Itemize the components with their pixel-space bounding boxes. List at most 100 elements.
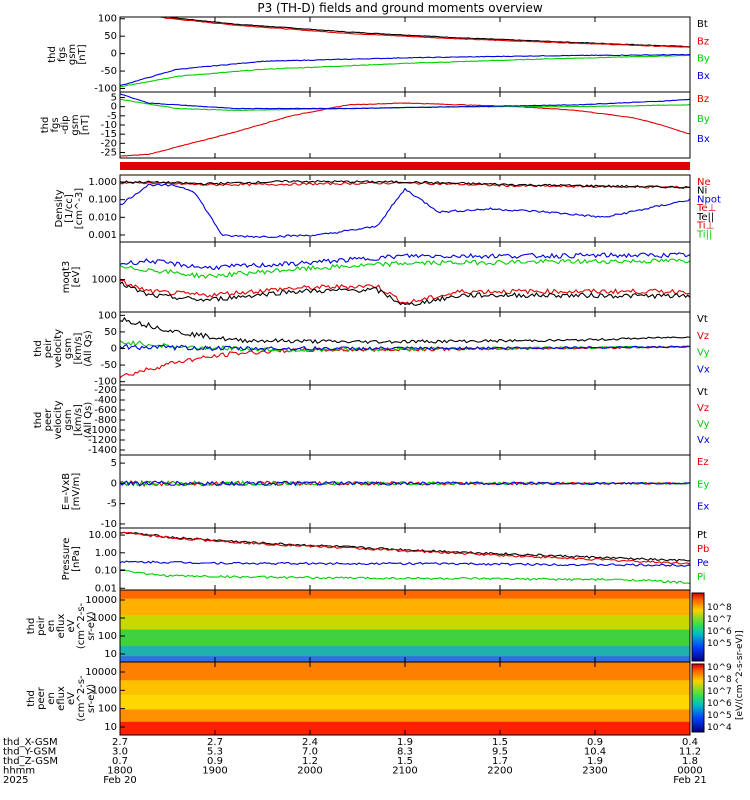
y-axis-label: thdpeirvelocitygsm[km/s](All Qs) [33,329,94,368]
xaxis-value: 2200 [487,766,512,777]
xaxis-value: 1.7 [492,756,508,767]
series-Vy [119,340,691,353]
colorbar-bottom [691,663,705,733]
series-Pe [119,560,691,567]
xaxis-value: 8.3 [397,747,413,758]
y-label-line: fgs [57,47,68,62]
series-By [120,98,691,112]
y-tick-label: 0 [111,49,117,60]
series-Ex [119,480,691,487]
panel-1: 100 50 0 -50 -100 thdfgsgsm[nT] Bt Bz By Bx [47,14,710,95]
xaxis-value: 0.9 [587,737,603,748]
xaxis-row-label: 2025 [3,775,28,786]
series-Bx [119,53,691,87]
spectrogram-band [120,646,690,657]
colorbar-tick: 10^9 [707,663,732,673]
colorbar-tick: 10^7 [707,687,732,697]
xaxis-value: 9.5 [492,747,508,758]
series-Pi [119,568,691,585]
y-axis-label: Pressure[nPa] [61,538,82,581]
y-label-line: -dip [60,115,71,134]
spectrogram-band [120,662,690,681]
xaxis-value: 1800 [107,766,132,777]
spectrogram-band [120,680,690,696]
y-label-line: (cm^2-s- [76,602,87,649]
y-label-line: eV [66,619,77,632]
y-tick-label: 5 [111,458,117,469]
legend-Vy: Vy [697,419,710,430]
legend-Bz: Bz [697,94,709,105]
xaxis-value: 3.0 [112,747,128,758]
y-tick-label: -5 [107,499,117,510]
panel-2: 50-5-10-15-20-25 thdfgs-dipgsm[nT] Bz By Bx [40,91,710,159]
legend-Vz: Vz [697,403,709,414]
y-label-line: fgs [50,117,61,132]
xaxis-row-label: hhmm [3,766,35,777]
y-label-line: (All Qs) [83,330,94,367]
y-label-line: Density [54,189,65,227]
panel-5: 100500-50-100thdpeirvelocitygsm[km/s](Al… [33,310,710,387]
xaxis-row-label: thd_Y-GSM [3,747,56,758]
y-label-line: eflux [56,686,67,711]
y-tick-label: 0 [111,344,117,355]
y-axis-label: moqt3[eV] [61,261,82,294]
y-tick-label: -50 [101,360,117,371]
spectrogram-band [120,629,690,647]
colorbar-tick: 10^5 [707,639,732,649]
panel-frame [119,91,691,159]
series-Npot [119,183,691,239]
y-label-line: eflux [56,614,67,639]
y-tick-label: -400 [94,395,117,406]
y-tick-label: -20 [101,138,117,149]
y-tick-label: 0.10 [95,566,117,577]
y-label-line: thd [33,412,44,429]
y-label-line: [nT] [80,115,91,135]
spectrogram-band [120,694,690,710]
xaxis-value: 2300 [582,766,607,777]
y-tick-label: 100 [98,310,117,321]
y-tick-label: 10 [104,722,117,733]
panel-4: 1000 moqt3[eV] [61,241,691,313]
colorbar-tick: 10^8 [707,603,732,613]
colorbar-tick: 10^8 [707,675,732,685]
xaxis-value: 2.7 [112,737,128,748]
series-Bz [120,16,691,48]
y-label-line: eV [66,692,77,705]
legend-Ni: Ni [697,186,707,197]
colorbar-tick: 10^7 [707,615,732,625]
legend-Ti⊥: Ti⊥ [696,221,714,232]
legend-Ex: Ex [697,502,709,513]
legend-Pt: Pt [697,530,707,541]
y-tick-label: -1000 [88,425,117,436]
y-label-line: en [46,692,57,705]
xaxis-row-label: thd_Z-GSM [3,756,58,767]
series-By [119,54,691,88]
legend-Bx: Bx [697,71,710,82]
xaxis-value: 0.9 [207,756,223,767]
series-Vx [119,343,691,352]
y-tick-label: -25 [101,148,117,159]
panel-frame [119,16,691,93]
colorbar: 10^8 10^7 10^6 10^5 10^9 10^8 10^7 10^6 10^5 10^4… [691,592,745,733]
xaxis-value: 1.8 [682,756,698,767]
y-label-line: gsm [70,114,81,135]
series-Te⊥ [119,279,691,305]
legend-Te||: Te|| [696,212,714,223]
xaxis-value: 1.9 [587,756,603,767]
y-tick-label: 100 [98,14,117,25]
y-tick-label: 0.001 [88,230,117,241]
y-tick-label: 50 [104,31,117,42]
series-Te|| [119,281,691,306]
spectrogram-band [120,615,690,631]
xaxis-value: 2.7 [207,737,223,748]
xaxis-value: 1.5 [397,756,413,767]
legend-Ne: Ne [697,177,711,188]
y-label-line: [nPa] [71,546,82,572]
y-label-line: [cm^-3] [74,188,85,229]
y-axis-label: E=-VxB[mV/m] [61,473,82,511]
y-tick-label: -10 [101,120,117,131]
series-Pt [119,531,691,563]
y-tick-label: 10 [104,649,117,660]
legend-Vt: Vt [697,387,708,398]
y-tick-label: 10000 [85,667,117,678]
